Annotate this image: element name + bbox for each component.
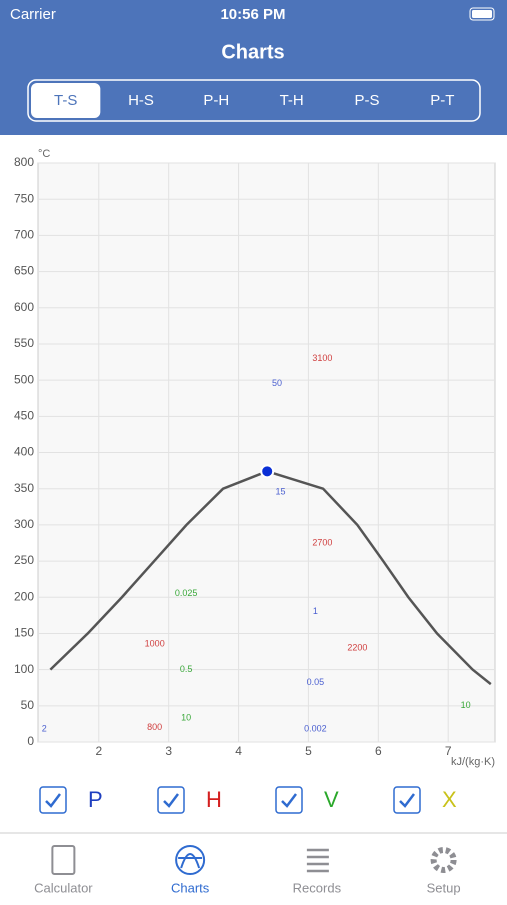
isoline-label: 0.05 [307,677,325,687]
tab-icon [51,845,76,875]
isoline-label: 2200 [347,642,367,652]
saturation-line [49,469,492,686]
isoline-label: 10 [181,712,191,722]
isoline-label: 2 [42,723,47,733]
tab-label[interactable]: Calculator [34,880,93,895]
toggle-label: X [442,787,457,812]
x-tick-label: 3 [165,744,172,758]
isoline-label: 0.002 [304,723,327,733]
y-tick-label: 100 [14,662,34,676]
isoline-label: 50 [272,378,282,388]
x-tick-label: 6 [375,744,382,758]
y-tick-label: 0 [27,734,34,748]
y-tick-label: 450 [14,408,34,422]
segment[interactable]: T-H [280,92,304,109]
carrier: Carrier [10,6,56,23]
y-tick-label: 400 [14,445,34,459]
x-tick-label: 5 [305,744,312,758]
toggle-label: V [324,787,339,812]
toggle-label: H [206,787,222,812]
y-tick-label: 700 [14,228,34,242]
tab-label[interactable]: Setup [427,880,461,895]
segmented-control [27,79,481,122]
x-axis-label: kJ/(kg·K) [451,756,495,768]
segment[interactable]: P-S [354,92,379,109]
checkbox[interactable] [39,786,67,814]
y-tick-label: 750 [14,191,34,205]
y-tick-label: 50 [21,698,35,712]
tab-icon [178,853,203,869]
checkbox[interactable] [393,786,421,814]
y-tick-label: 250 [14,553,34,567]
y-tick-label: 600 [14,300,34,314]
x-tick-label: 4 [235,744,242,758]
toggle-label: P [88,787,103,812]
isoline-label: 3100 [312,353,332,363]
isoline-label: 1 [313,606,318,616]
segment[interactable]: P-H [203,92,229,109]
battery-level [472,10,492,18]
y-tick-label: 800 [14,155,34,169]
checkmark [163,793,179,808]
segment[interactable]: H-S [128,92,154,109]
checkmark [399,793,415,808]
isoline-label: 0.025 [175,588,198,598]
y-tick-label: 350 [14,481,34,495]
tab-label[interactable]: Charts [171,880,210,895]
isoline-label: 800 [147,722,162,732]
segment[interactable]: P-T [430,92,454,109]
y-tick-label: 200 [14,589,34,603]
segment-selected [31,83,101,118]
x-tick-label: 2 [95,744,102,758]
y-tick-label: 550 [14,336,34,350]
nav-title: Charts [221,41,284,63]
tab-icon [430,847,457,873]
x-tick-label: 7 [445,744,452,758]
y-unit: °C [38,148,50,160]
clock: 10:56 PM [220,6,285,23]
checkbox[interactable] [157,786,185,814]
tab-icon [175,845,206,875]
checkmark [281,793,297,808]
battery [469,7,495,21]
critical-point [260,464,275,479]
y-tick-label: 300 [14,517,34,531]
isoline-label: 2700 [312,537,332,547]
isoline-label: 10 [461,700,471,710]
y-tick-label: 650 [14,264,34,278]
segment[interactable]: T-S [54,92,77,109]
y-tick-label: 150 [14,626,34,640]
tab-label[interactable]: Records [293,880,342,895]
y-tick-label: 500 [14,372,34,386]
isoline-label: 0.5 [180,664,193,674]
isoline-label: 15 [275,487,285,497]
checkmark [45,793,61,808]
isoline-label: 1000 [145,639,165,649]
checkbox[interactable] [275,786,303,814]
